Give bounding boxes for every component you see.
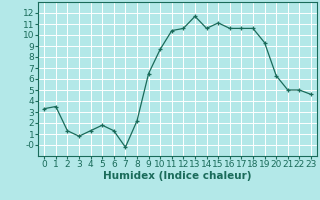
- X-axis label: Humidex (Indice chaleur): Humidex (Indice chaleur): [103, 171, 252, 181]
